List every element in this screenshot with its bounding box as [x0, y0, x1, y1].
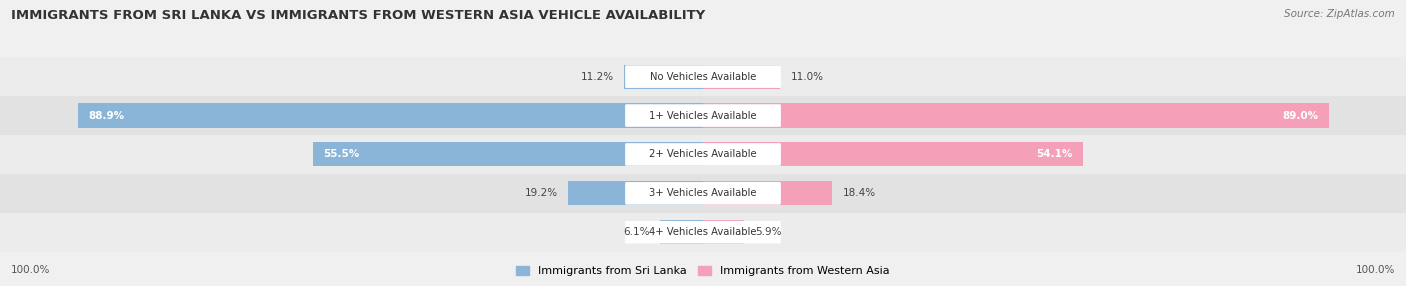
Text: IMMIGRANTS FROM SRI LANKA VS IMMIGRANTS FROM WESTERN ASIA VEHICLE AVAILABILITY: IMMIGRANTS FROM SRI LANKA VS IMMIGRANTS … [11, 9, 706, 21]
FancyBboxPatch shape [626, 143, 780, 166]
Text: 6.1%: 6.1% [623, 227, 650, 237]
Bar [312, 142, 703, 166]
Text: 5.9%: 5.9% [755, 227, 782, 237]
Bar [703, 181, 832, 205]
Bar [703, 65, 780, 89]
Bar [0, 96, 1406, 135]
Text: 11.2%: 11.2% [581, 72, 614, 82]
Text: 54.1%: 54.1% [1036, 150, 1073, 159]
Text: 89.0%: 89.0% [1282, 111, 1319, 120]
Text: No Vehicles Available: No Vehicles Available [650, 72, 756, 82]
Bar [703, 220, 745, 244]
Text: 2+ Vehicles Available: 2+ Vehicles Available [650, 150, 756, 159]
Legend: Immigrants from Sri Lanka, Immigrants from Western Asia: Immigrants from Sri Lanka, Immigrants fr… [512, 261, 894, 281]
Text: 3+ Vehicles Available: 3+ Vehicles Available [650, 188, 756, 198]
Text: 100.0%: 100.0% [1355, 265, 1395, 275]
Text: 4+ Vehicles Available: 4+ Vehicles Available [650, 227, 756, 237]
Bar [703, 104, 1329, 128]
Bar [703, 142, 1084, 166]
Text: 1+ Vehicles Available: 1+ Vehicles Available [650, 111, 756, 120]
FancyBboxPatch shape [626, 221, 780, 243]
Text: 100.0%: 100.0% [11, 265, 51, 275]
Bar [0, 213, 1406, 252]
FancyBboxPatch shape [626, 65, 780, 88]
Text: 55.5%: 55.5% [323, 150, 360, 159]
FancyBboxPatch shape [626, 104, 780, 127]
Bar [661, 220, 703, 244]
Bar [0, 174, 1406, 213]
Text: 19.2%: 19.2% [524, 188, 558, 198]
Text: 88.9%: 88.9% [89, 111, 125, 120]
Bar [77, 104, 703, 128]
Bar [568, 181, 703, 205]
Bar [0, 57, 1406, 96]
Text: 11.0%: 11.0% [790, 72, 824, 82]
Text: 18.4%: 18.4% [844, 188, 876, 198]
Text: Source: ZipAtlas.com: Source: ZipAtlas.com [1284, 9, 1395, 19]
FancyBboxPatch shape [626, 182, 780, 204]
Bar [0, 135, 1406, 174]
Bar [624, 65, 703, 89]
